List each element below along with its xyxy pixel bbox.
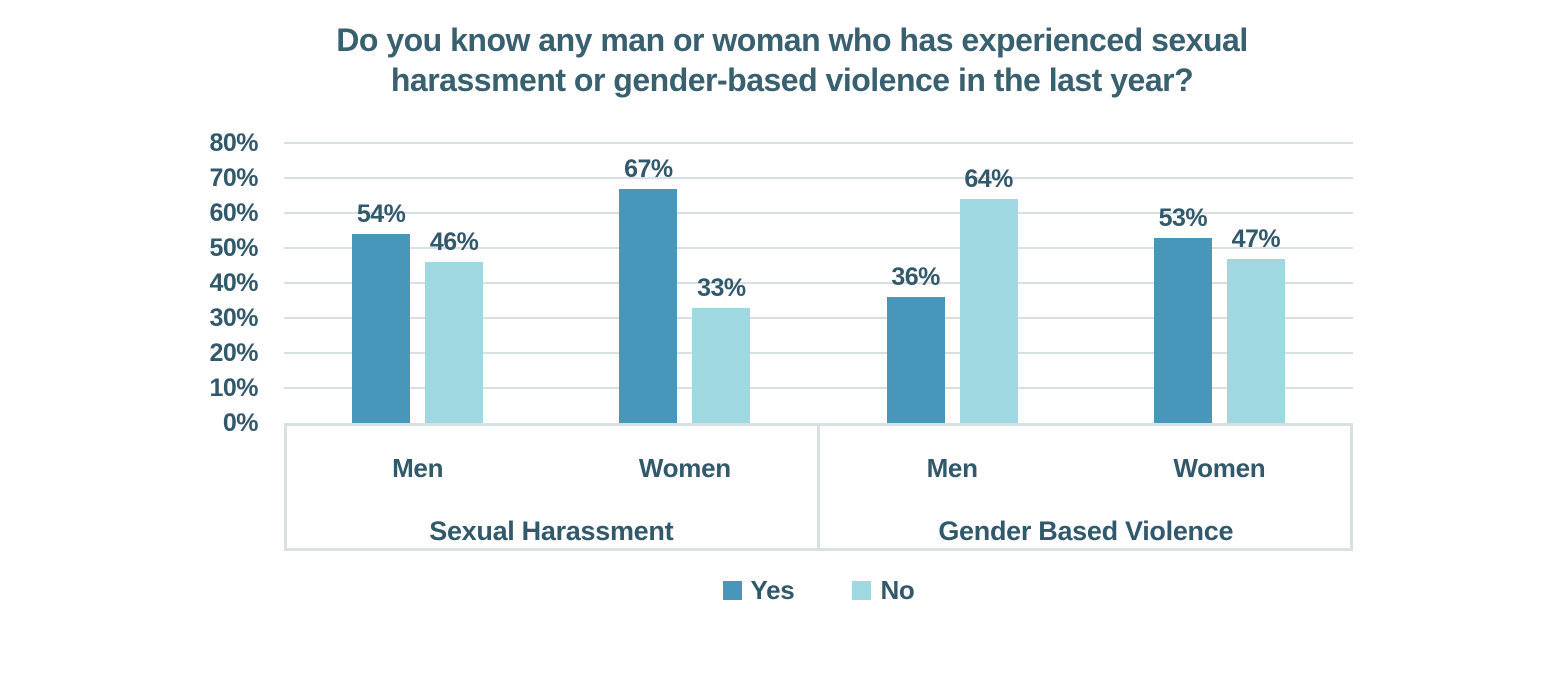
legend-swatch-yes bbox=[722, 580, 742, 600]
bar-value-label: 36% bbox=[891, 263, 940, 291]
bar-yes-0 bbox=[352, 234, 411, 423]
axis-group-divider bbox=[817, 426, 820, 551]
gridline bbox=[284, 212, 1353, 214]
x-category-label: Men bbox=[926, 453, 978, 483]
gridline bbox=[284, 282, 1353, 284]
y-tick-label: 50% bbox=[209, 234, 258, 262]
chart-title-line-2: harassment or gender-based violence in t… bbox=[390, 62, 1194, 98]
legend-label: No bbox=[880, 574, 915, 605]
bar-value-label: 53% bbox=[1158, 203, 1208, 232]
bar-yes-1 bbox=[619, 188, 678, 423]
bar-value-label: 46% bbox=[429, 228, 479, 256]
bar-no-2 bbox=[959, 199, 1018, 423]
legend-label: Yes bbox=[750, 574, 795, 605]
gridline bbox=[284, 177, 1353, 179]
bar-no-0 bbox=[425, 262, 484, 423]
y-tick-label: 30% bbox=[209, 304, 258, 332]
legend: Yes No bbox=[284, 575, 1353, 605]
y-tick-label: 80% bbox=[209, 129, 258, 157]
x-category-label: Men bbox=[392, 453, 444, 483]
bar-yes-3 bbox=[1153, 237, 1212, 423]
y-tick-label: 20% bbox=[209, 339, 258, 367]
bar-value-label: 64% bbox=[964, 165, 1013, 193]
bar-value-label: 67% bbox=[624, 154, 673, 183]
x-category-label: Women bbox=[1173, 453, 1266, 483]
chart-title: Do you know any man or woman who has exp… bbox=[92, 20, 1492, 100]
gridline bbox=[284, 317, 1353, 319]
gridline bbox=[284, 387, 1353, 389]
y-tick-label: 10% bbox=[209, 374, 258, 402]
gridline bbox=[284, 247, 1353, 249]
x-category-label: Women bbox=[638, 453, 731, 483]
bar-no-3 bbox=[1226, 258, 1285, 423]
x-group-label: Sexual Harassment bbox=[429, 516, 674, 546]
bar-value-label: 47% bbox=[1231, 224, 1281, 253]
bar-no-1 bbox=[692, 307, 751, 423]
chart-title-line-1: Do you know any man or woman who has exp… bbox=[336, 22, 1248, 58]
bar-value-label: 54% bbox=[356, 200, 406, 228]
y-tick-label: 40% bbox=[209, 269, 258, 297]
legend-item-yes: Yes bbox=[722, 574, 795, 606]
legend-swatch-no bbox=[852, 580, 872, 600]
gridline bbox=[284, 142, 1353, 144]
y-tick-label: 0% bbox=[222, 409, 259, 437]
x-group-label: Gender Based Violence bbox=[938, 516, 1234, 546]
legend-item-no: No bbox=[852, 574, 915, 606]
bar-yes-2 bbox=[886, 297, 945, 423]
y-tick-label: 60% bbox=[209, 199, 258, 227]
bar-value-label: 33% bbox=[697, 273, 746, 302]
gridline bbox=[284, 352, 1353, 354]
y-tick-label: 70% bbox=[209, 164, 258, 192]
